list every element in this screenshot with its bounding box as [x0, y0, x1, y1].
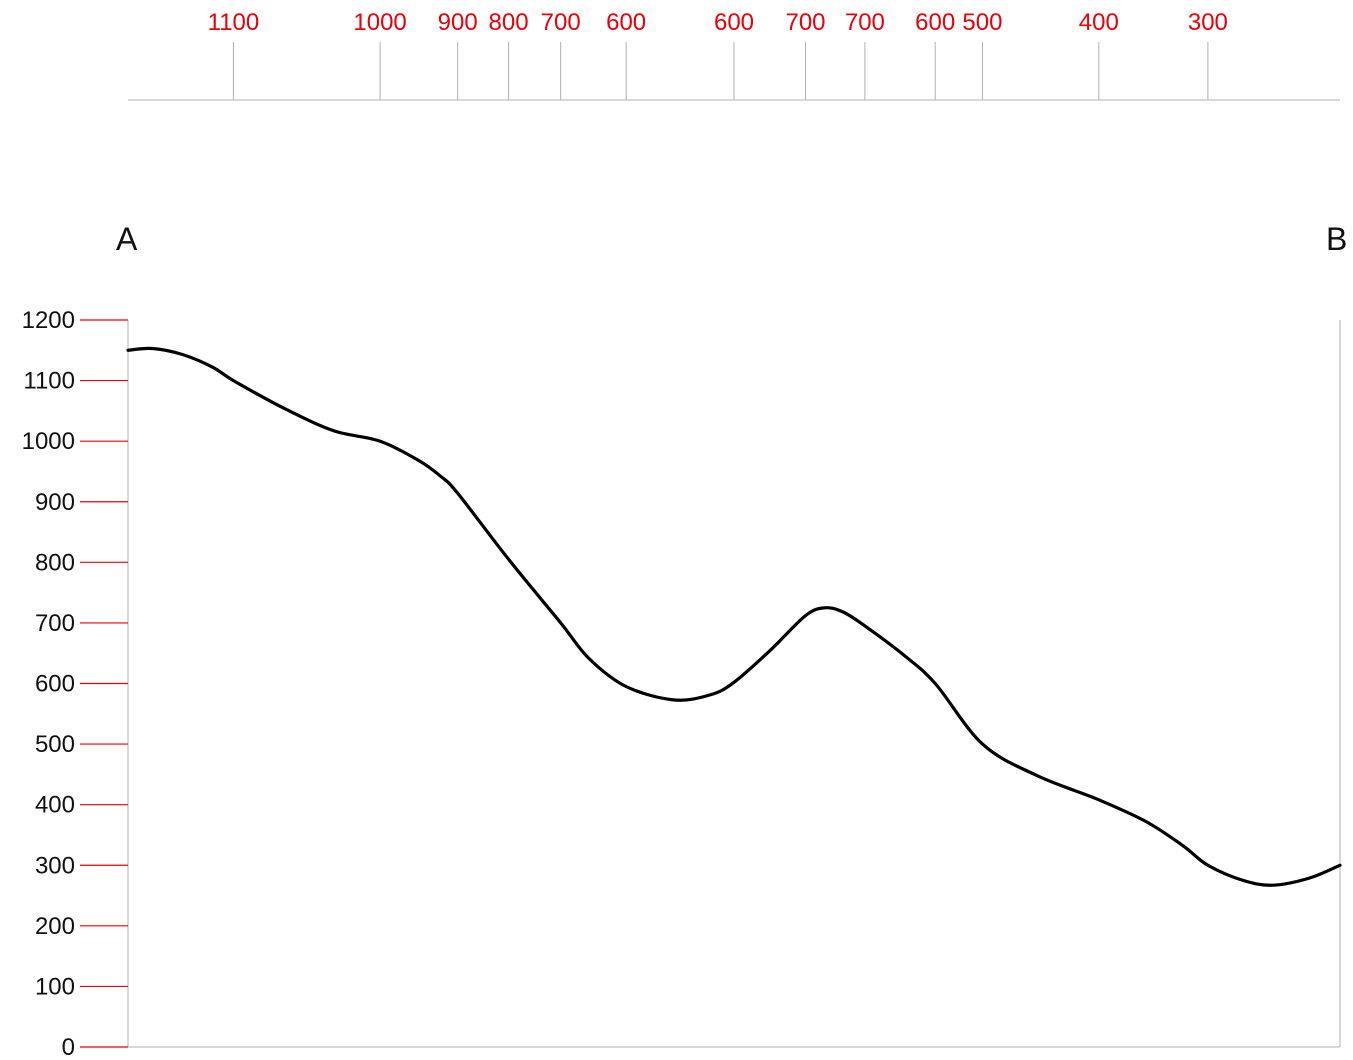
y-tick-label: 100: [35, 973, 75, 1000]
contour-crossing-strip: 1100 1000 900 800 700 600 600 700 700 600 500 400 30…: [128, 9, 1340, 101]
endpoint-label-b: B: [1326, 221, 1347, 257]
contour-crossing-label: 700: [785, 9, 825, 36]
contour-crossing-label: 600: [606, 9, 646, 36]
contour-crossing-label: 600: [915, 9, 955, 36]
contour-crossing-label: 1000: [353, 9, 406, 36]
elevation-profile-line: [126, 346, 1342, 887]
y-tick-label: 500: [35, 731, 75, 758]
contour-crossing-label: 700: [541, 9, 581, 36]
contour-crossing-label: 500: [962, 9, 1002, 36]
y-tick-label: 800: [35, 549, 75, 576]
contour-crossing-label: 300: [1188, 9, 1228, 36]
y-tick-label: 1200: [22, 307, 75, 334]
contour-crossing-label: 1100: [208, 9, 260, 36]
contour-crossing-label: 400: [1079, 9, 1119, 36]
endpoint-label-a: A: [116, 221, 138, 257]
y-tick-label: 200: [35, 913, 75, 940]
contour-crossing-label: 800: [489, 9, 529, 36]
y-tick-label: 900: [35, 489, 75, 516]
y-tick-label: 700: [35, 610, 75, 637]
y-tick-label: 600: [35, 671, 75, 698]
y-tick-label: 0: [62, 1034, 75, 1060]
profile-series: [126, 346, 1342, 887]
contour-crossing-label: 900: [438, 9, 478, 36]
y-tick-label: 400: [35, 792, 75, 819]
contour-crossing-label: 700: [845, 9, 885, 36]
y-axis-ticks: 0 100 200 300 400 500 600 700 800 900 1000 1100 1200: [22, 307, 128, 1060]
y-tick-label: 1100: [23, 368, 75, 395]
y-tick-label: 300: [35, 852, 75, 879]
contour-crossing-label: 600: [714, 9, 754, 36]
y-tick-label: 1000: [22, 428, 75, 455]
